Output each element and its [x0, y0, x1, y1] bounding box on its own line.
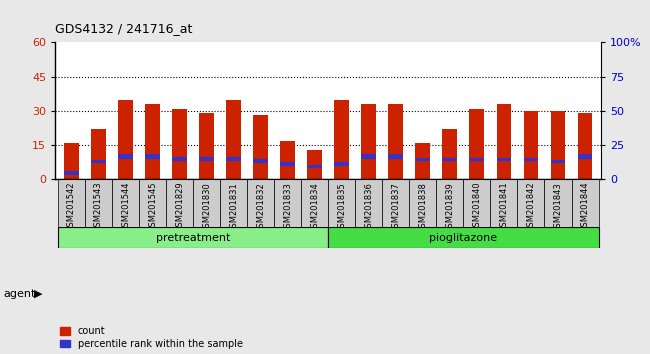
Bar — [497, 158, 512, 161]
Bar — [172, 109, 187, 179]
Bar — [469, 109, 484, 179]
Text: GSM201543: GSM201543 — [94, 182, 103, 232]
Bar — [91, 129, 106, 179]
Text: GSM201829: GSM201829 — [175, 182, 184, 232]
Bar — [469, 158, 484, 161]
Bar — [226, 99, 241, 179]
Bar — [280, 162, 295, 166]
Bar — [328, 227, 599, 248]
Bar — [334, 99, 349, 179]
Text: pioglitazone: pioglitazone — [430, 233, 497, 242]
Text: ▶: ▶ — [34, 289, 42, 299]
Bar — [443, 158, 458, 161]
Text: GSM201843: GSM201843 — [554, 182, 562, 233]
Bar — [523, 158, 538, 161]
Bar — [199, 113, 214, 179]
Bar — [361, 104, 376, 179]
Bar — [361, 154, 376, 159]
Text: GDS4132 / 241716_at: GDS4132 / 241716_at — [55, 22, 192, 35]
Bar — [571, 179, 599, 227]
Bar — [64, 143, 79, 179]
Bar — [247, 179, 274, 227]
Bar — [226, 156, 241, 161]
Bar — [389, 104, 403, 179]
Bar — [193, 179, 220, 227]
Bar — [91, 160, 106, 164]
Bar — [85, 179, 112, 227]
Bar — [301, 179, 328, 227]
Bar — [410, 179, 436, 227]
Bar — [166, 179, 193, 227]
Bar — [497, 104, 512, 179]
Bar — [145, 154, 160, 159]
Bar — [139, 179, 166, 227]
Bar — [551, 160, 566, 164]
Text: GSM201831: GSM201831 — [229, 182, 238, 233]
Bar — [220, 179, 247, 227]
Text: GSM201834: GSM201834 — [310, 182, 319, 233]
Text: pretreatment: pretreatment — [156, 233, 230, 242]
Text: agent: agent — [3, 289, 36, 299]
Bar — [578, 154, 592, 159]
Text: GSM201841: GSM201841 — [499, 182, 508, 232]
Text: GSM201840: GSM201840 — [473, 182, 482, 232]
Bar — [118, 154, 133, 159]
Bar — [389, 154, 403, 159]
Text: GSM201835: GSM201835 — [337, 182, 346, 233]
Bar — [491, 179, 517, 227]
Bar — [545, 179, 571, 227]
Text: GSM201832: GSM201832 — [256, 182, 265, 233]
Bar — [517, 179, 545, 227]
Bar — [172, 156, 187, 161]
Bar — [58, 179, 85, 227]
Bar — [436, 179, 463, 227]
Text: GSM201836: GSM201836 — [364, 182, 373, 233]
Bar — [463, 179, 491, 227]
Bar — [356, 179, 382, 227]
Bar — [334, 162, 349, 166]
Text: GSM201842: GSM201842 — [526, 182, 536, 232]
Text: GSM201839: GSM201839 — [445, 182, 454, 233]
Bar — [112, 179, 139, 227]
Bar — [254, 159, 268, 164]
Text: GSM201838: GSM201838 — [419, 182, 427, 233]
Bar — [328, 179, 356, 227]
Text: GSM201544: GSM201544 — [121, 182, 130, 232]
Bar — [64, 171, 79, 175]
Text: GSM201837: GSM201837 — [391, 182, 400, 233]
Bar — [551, 111, 566, 179]
Bar — [280, 141, 295, 179]
Bar — [415, 143, 430, 179]
Text: GSM201545: GSM201545 — [148, 182, 157, 232]
Bar — [145, 104, 160, 179]
Text: GSM201844: GSM201844 — [580, 182, 590, 232]
Text: GSM201542: GSM201542 — [67, 182, 76, 232]
Bar — [307, 150, 322, 179]
Bar — [443, 129, 458, 179]
Text: GSM201830: GSM201830 — [202, 182, 211, 233]
Bar — [274, 179, 301, 227]
Bar — [523, 111, 538, 179]
Bar — [382, 179, 410, 227]
Bar — [199, 156, 214, 161]
Bar — [254, 115, 268, 179]
Bar — [58, 227, 328, 248]
Legend: count, percentile rank within the sample: count, percentile rank within the sample — [60, 326, 242, 349]
Bar — [415, 158, 430, 161]
Bar — [118, 99, 133, 179]
Bar — [578, 113, 592, 179]
Text: GSM201833: GSM201833 — [283, 182, 292, 233]
Bar — [307, 165, 322, 168]
